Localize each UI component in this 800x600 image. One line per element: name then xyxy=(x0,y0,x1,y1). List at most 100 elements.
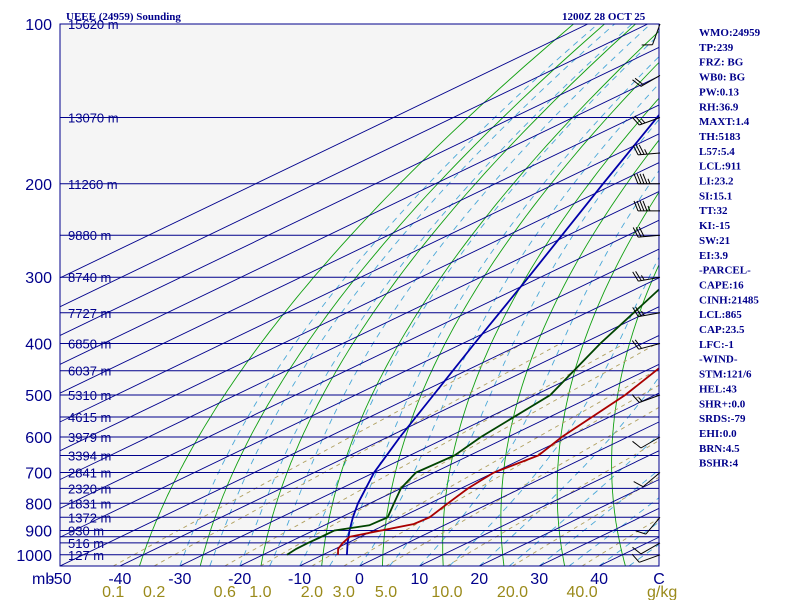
moist-adiabat-line xyxy=(299,34,659,566)
wind-barb xyxy=(641,23,661,46)
stability-index-entry: CAP:23.5 xyxy=(699,324,745,336)
wind-barb-flag xyxy=(635,530,647,535)
height-label: 2841 m xyxy=(68,466,111,481)
stability-index-entry: TP:239 xyxy=(699,42,734,54)
stability-indices-panel: WMO:24959 TP:239 FRZ: BG WB0: BG PW:0.13 RH:3… xyxy=(699,27,761,470)
stability-index-entry: HEL:43 xyxy=(699,383,737,395)
mixing-ratio-line xyxy=(260,343,658,566)
mixing-ratio-lines xyxy=(112,343,659,566)
temperature-tick-label: C xyxy=(653,571,665,588)
pressure-tick-label: 200 xyxy=(25,177,52,194)
stability-index-entry: -PARCEL- xyxy=(699,265,751,277)
wind-barb-staff xyxy=(652,23,661,45)
isotherm-line xyxy=(60,104,659,394)
stability-index-entry: SRDS:-79 xyxy=(699,413,746,425)
dewpoint-trace-line xyxy=(286,288,659,556)
temperature-tick-label: 0 xyxy=(355,571,364,588)
wind-barb-flag xyxy=(631,116,640,126)
wind-barb-flag xyxy=(631,553,640,563)
temperature-tick-label: -10 xyxy=(288,571,311,588)
wind-barb-flag xyxy=(635,306,642,317)
height-label: 15620 m xyxy=(68,17,119,32)
stability-index-entry: LFC:-1 xyxy=(699,339,734,351)
wind-barb-half-flag xyxy=(647,178,651,184)
isotherm-line xyxy=(60,219,659,509)
wind-barb-flag xyxy=(642,200,648,212)
temperature-tick-label: -40 xyxy=(108,571,131,588)
wind-barb-flag xyxy=(638,226,645,237)
wind-barb-flag xyxy=(631,394,640,403)
height-label: 1372 m xyxy=(68,510,111,525)
height-label: 6850 m xyxy=(68,337,111,352)
wind-barb xyxy=(633,472,661,488)
pressure-tick-label: 700 xyxy=(25,466,52,483)
isotherm-line xyxy=(60,24,588,279)
stability-index-entry: WMO:24959 xyxy=(699,27,761,39)
isotherms xyxy=(60,24,659,566)
wind-barb-flag xyxy=(639,200,645,212)
height-label: 13070 m xyxy=(68,111,119,126)
height-label: 127 m xyxy=(68,548,104,563)
wind-barbs xyxy=(631,23,661,563)
wind-barb xyxy=(635,516,661,535)
mixing-ratio-line xyxy=(153,343,561,566)
wind-barb-flag xyxy=(633,173,639,184)
stability-index-entry: STM:121/6 xyxy=(699,369,752,381)
wind-barb xyxy=(632,226,661,238)
isotherm-line xyxy=(60,162,659,452)
moist-adiabat-line xyxy=(209,24,615,566)
isotherm-line xyxy=(119,306,659,566)
mixing-ratio-line xyxy=(446,439,659,566)
pressure-tick-label: 100 xyxy=(25,17,52,34)
dry-adiabat-line xyxy=(260,24,636,566)
pressure-tick-label: 600 xyxy=(25,430,52,447)
isotherm-line xyxy=(239,363,659,566)
mixing-ratio-labels: 0.1 0.2 0.6 1.0 2.0 3.0 5.0 10.0 20.0 40.0 g/kg xyxy=(102,584,677,600)
height-label: 2320 m xyxy=(68,481,111,496)
mixing-ratio-label: 40.0 xyxy=(567,584,598,600)
stability-index-entry: L57:5.4 xyxy=(699,146,735,158)
pressure-tick-label: 500 xyxy=(25,388,52,405)
wind-barb-staff xyxy=(640,74,661,87)
dry-adiabat-line xyxy=(500,139,659,566)
wind-barb-flag xyxy=(631,340,640,350)
stability-index-entry: SW:21 xyxy=(699,235,730,247)
moist-adiabat-line xyxy=(269,24,651,566)
temperature-tick-label: -30 xyxy=(168,571,191,588)
isotherm-line xyxy=(60,277,659,566)
wind-barb xyxy=(631,339,661,350)
mixing-ratio-line xyxy=(512,476,659,566)
height-label: 7727 m xyxy=(68,306,111,321)
wind-barb-flag xyxy=(632,145,639,156)
pressure-tick-label: 800 xyxy=(25,496,52,513)
wind-barb-flag xyxy=(632,227,639,238)
dry-adiabat-line xyxy=(556,191,659,566)
valid-time: 1200Z 28 OCT 25 xyxy=(562,11,646,23)
wind-barb-staff xyxy=(639,394,661,403)
stability-index-entry: BSHR:4 xyxy=(699,458,739,470)
wind-barb-flag xyxy=(638,144,645,155)
wind-barb-flag xyxy=(633,200,639,212)
moist-adiabat-line xyxy=(329,56,659,566)
wind-barb-flag xyxy=(636,200,642,212)
moist-adiabat-line xyxy=(479,376,659,566)
stability-index-entry: PW:0.13 xyxy=(699,86,740,98)
plot-frame xyxy=(59,23,660,567)
temperature-tick-label: 40 xyxy=(590,571,608,588)
wind-barb-half-flag xyxy=(640,275,645,281)
stability-index-entry: EI:3.9 xyxy=(699,250,729,262)
stability-index-entry: BRN:4.5 xyxy=(699,443,740,455)
pressure-tick-label: 1000 xyxy=(16,548,52,565)
wind-barb xyxy=(631,394,661,403)
mixing-ratio-label: 0.6 xyxy=(214,584,236,600)
moist-adiabat-line xyxy=(509,433,659,566)
isotherm-line xyxy=(60,46,659,337)
wind-barb-flag xyxy=(635,227,642,238)
stability-index-entry: TT:32 xyxy=(699,205,728,217)
wind-barb-flag xyxy=(633,481,644,488)
wind-barb-staff xyxy=(638,276,661,282)
mixing-ratio-label: 2.0 xyxy=(301,584,323,600)
wind-barb xyxy=(631,115,661,126)
wind-barb-flag xyxy=(632,271,639,282)
